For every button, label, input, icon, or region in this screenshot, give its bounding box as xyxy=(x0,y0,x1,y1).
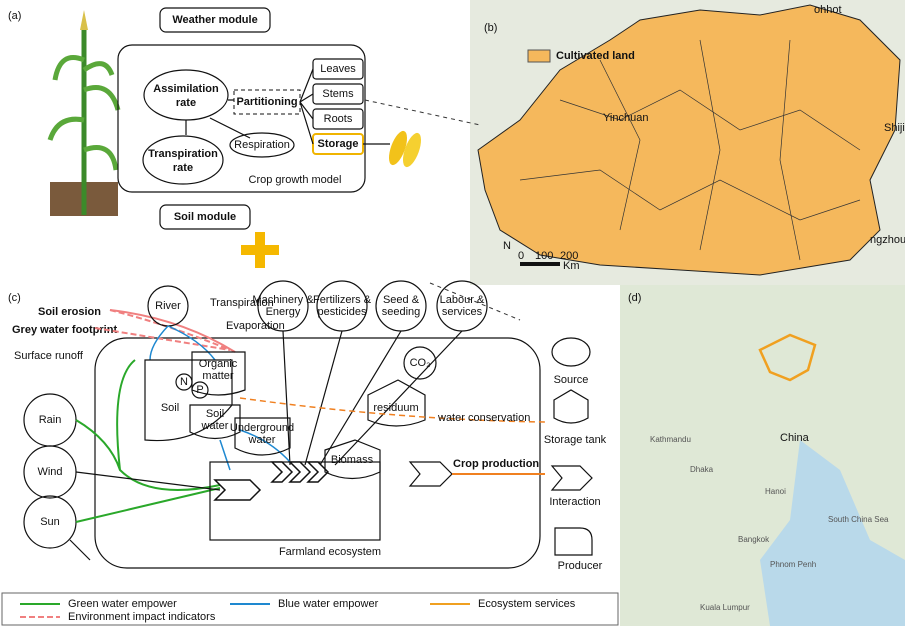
indicator: Soil erosion xyxy=(38,306,101,318)
node-label: Assimilation xyxy=(153,83,219,95)
flow-label: Surface runoff xyxy=(14,350,84,362)
symbol-label: Producer xyxy=(558,560,603,572)
scale-label: 0 xyxy=(518,250,524,262)
scale-bar xyxy=(520,262,560,266)
panel-label: (d) xyxy=(628,292,641,304)
tank-label: Soil xyxy=(206,408,224,420)
box-label: Weather module xyxy=(172,14,257,26)
organ: Storage xyxy=(318,138,359,150)
node-label: Respiration xyxy=(234,139,290,151)
tank-label: Organic xyxy=(199,358,238,370)
node-label: Transpiration xyxy=(148,148,218,160)
input-label: Machinery & xyxy=(252,294,314,306)
tank-label: Underground xyxy=(230,422,294,434)
symbol-label: Storage tank xyxy=(544,434,607,446)
input-label: Fertilizers & xyxy=(313,294,372,306)
legend-label: Cultivated land xyxy=(556,50,635,62)
system-label: Farmland ecosystem xyxy=(279,546,381,558)
input-label: Labour & xyxy=(440,294,485,306)
legend-label: Green water empower xyxy=(68,598,177,610)
scale-label: 200 xyxy=(560,250,578,262)
input-label: Seed & xyxy=(383,294,420,306)
source-label: River xyxy=(155,300,181,312)
tank-label: water xyxy=(248,434,276,446)
organ: Roots xyxy=(324,113,353,125)
symbol-label: Source xyxy=(554,374,589,386)
input-label: seeding xyxy=(382,306,421,318)
flow-label: water conservation xyxy=(437,412,530,424)
scale-unit: Km xyxy=(563,260,580,272)
place: ngzhou xyxy=(870,234,905,246)
place: Bangkok xyxy=(738,535,770,544)
source-label: Sun xyxy=(40,516,60,528)
place: Kuala Lumpur xyxy=(700,603,750,612)
output-label: Crop production xyxy=(453,458,539,470)
legend-swatch xyxy=(527,49,551,63)
map-b: (b) Cultivated land ohhot Yinchuan Shiji… xyxy=(470,0,905,285)
symbol-label: Interaction xyxy=(549,496,600,508)
country: China xyxy=(780,432,810,444)
legend-label: Ecosystem services xyxy=(478,598,576,610)
place: Dhaka xyxy=(690,465,714,474)
symbol-legend: Source Storage tank Interaction Producer xyxy=(544,337,607,572)
indicator: Grey water footprint xyxy=(12,324,117,336)
flow-label: Evaporation xyxy=(226,320,285,332)
place: Yinchuan xyxy=(603,112,648,124)
box-label: Soil module xyxy=(174,211,236,223)
source-label: Rain xyxy=(39,414,62,426)
tank-label: matter xyxy=(202,370,234,382)
legend-label: Blue water empower xyxy=(278,598,379,610)
organ: Stems xyxy=(322,88,354,100)
panel-label: (c) xyxy=(8,292,21,304)
inputs: Machinery & Energy Fertilizers & pestici… xyxy=(252,280,488,332)
node-label: rate xyxy=(176,97,196,109)
nutrient: P xyxy=(196,384,203,396)
input-label: services xyxy=(442,306,483,318)
place: Phnom Penh xyxy=(770,560,816,569)
place: South China Sea xyxy=(828,515,889,524)
legend-label: Environment impact indicators xyxy=(68,611,216,623)
tank-label: water xyxy=(201,420,229,432)
tank-label: residuum xyxy=(373,402,418,414)
place: ohhot xyxy=(814,4,842,16)
place: Kathmandu xyxy=(650,435,691,444)
map-d: (d) China Kathmandu Dhaka Hanoi Bangkok … xyxy=(620,285,905,626)
line-legend: Green water empower Blue water empower E… xyxy=(1,592,619,626)
source-label: Wind xyxy=(37,466,62,478)
source-label: CO₂ xyxy=(410,357,431,369)
model-label: Crop growth model xyxy=(249,174,342,186)
panel-label: (a) xyxy=(8,10,21,22)
tank-label: Soil xyxy=(161,402,179,414)
organ: Leaves xyxy=(320,63,356,75)
panel-label: (b) xyxy=(484,22,497,34)
north: N xyxy=(503,240,511,252)
place: Shiji xyxy=(884,122,905,134)
nutrient: N xyxy=(180,376,188,388)
place: Hanoi xyxy=(765,487,786,496)
panel-a: (a) Weather module Assimilation rate Par… xyxy=(8,7,521,321)
input-label: pesticides xyxy=(318,306,367,318)
input-label: Energy xyxy=(266,306,301,318)
tank-label: Biomass xyxy=(331,454,374,466)
node-label: rate xyxy=(173,162,193,174)
node-label: Partitioning xyxy=(236,96,297,108)
scale-label: 100 xyxy=(535,250,553,262)
panel-c: (c) Soil erosion Grey water footprint Su… xyxy=(8,280,607,572)
